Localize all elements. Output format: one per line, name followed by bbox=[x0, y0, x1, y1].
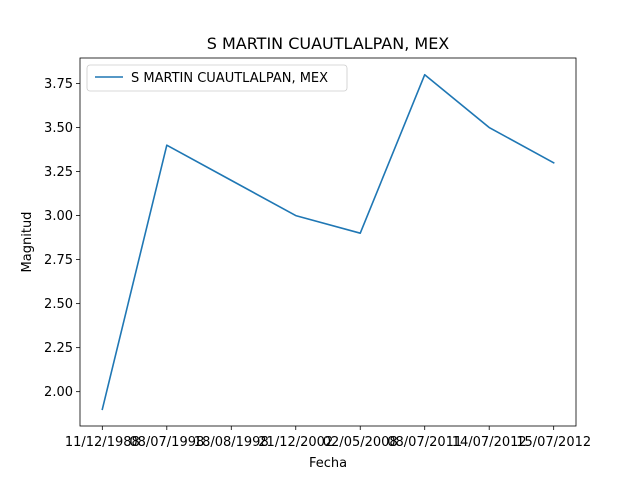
y-tick-label: 2.75 bbox=[44, 253, 73, 268]
plot-area bbox=[80, 58, 576, 426]
chart-title: S MARTIN CUAUTLALPAN, MEX bbox=[207, 34, 450, 53]
y-tick-label: 2.00 bbox=[44, 385, 73, 400]
y-tick-label: 3.00 bbox=[44, 209, 73, 224]
y-axis-title: Magnitud bbox=[20, 212, 35, 273]
y-tick-label: 2.25 bbox=[44, 341, 73, 356]
x-tick-label: 11/12/1988 bbox=[65, 435, 140, 450]
legend-label: S MARTIN CUAUTLALPAN, MEX bbox=[131, 71, 328, 86]
y-tick-label: 3.50 bbox=[44, 121, 73, 136]
x-tick-label: 14/07/2012 bbox=[452, 435, 527, 450]
x-tick-label: 02/05/2008 bbox=[323, 435, 398, 450]
plot-frame bbox=[79, 57, 577, 427]
x-tick-label: 08/07/2011 bbox=[387, 435, 462, 450]
y-axis: 2.00 2.25 2.50 2.75 3.00 3.25 3.50 3.75 bbox=[44, 77, 80, 400]
legend-box bbox=[86, 64, 348, 92]
x-tick-label: 08/07/1998 bbox=[129, 435, 204, 450]
y-tick-label: 2.50 bbox=[44, 297, 73, 312]
x-tick-label: 15/07/2012 bbox=[516, 435, 591, 450]
x-tick-label: 21/12/2002 bbox=[258, 435, 333, 450]
x-axis-title: Fecha bbox=[309, 456, 347, 471]
legend: S MARTIN CUAUTLALPAN, MEX bbox=[86, 64, 348, 92]
series-line bbox=[101, 73, 555, 411]
x-tick-label: 18/08/1998 bbox=[194, 435, 269, 450]
y-tick-label: 3.75 bbox=[44, 77, 73, 92]
y-tick-label: 3.25 bbox=[44, 165, 73, 180]
x-axis: 11/12/198808/07/199818/08/199821/12/2002… bbox=[65, 426, 591, 450]
